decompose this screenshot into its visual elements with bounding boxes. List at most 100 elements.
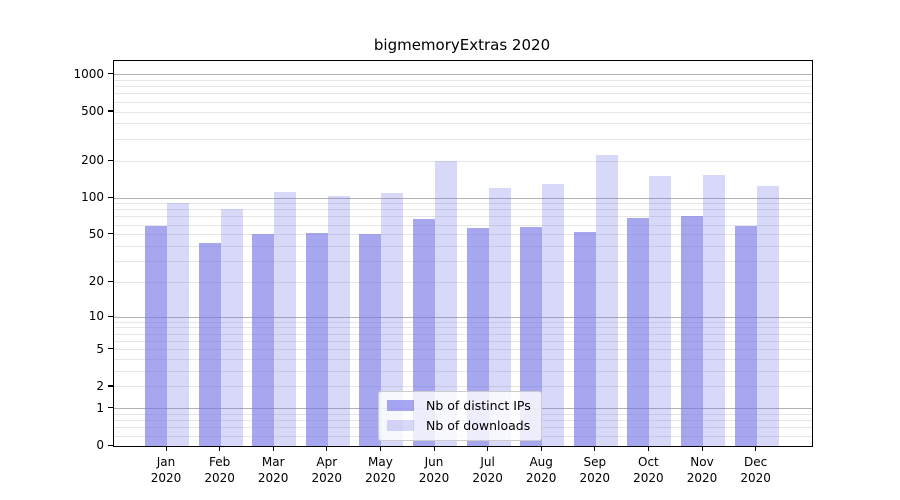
gridline (114, 333, 812, 335)
bar-downloads-sep (595, 155, 618, 446)
gridline (114, 160, 812, 162)
y-tick-mark (108, 280, 113, 283)
gridline (114, 349, 812, 351)
bar-downloads-oct (649, 176, 672, 446)
y-tick-label: 0 (96, 438, 104, 452)
gridline (114, 234, 812, 236)
x-tick-label: Feb 2020 (204, 455, 235, 485)
gridline (114, 327, 812, 329)
x-tick-label: Sep 2020 (579, 455, 611, 485)
y-tick-label: 5 (96, 341, 104, 356)
x-tick-label: Oct 2020 (633, 455, 664, 485)
gridline (114, 359, 812, 361)
plot-area (113, 60, 813, 447)
y-tick-label: 1000 (73, 66, 104, 81)
bar-downloads-apr (327, 195, 350, 446)
chart-title: bigmemoryExtras 2020 (373, 36, 551, 54)
y-tick-label: 10 (88, 309, 104, 324)
x-tick-label: Jul 2020 (472, 455, 503, 485)
bar-downloads-mar (274, 192, 297, 446)
y-tick-mark (108, 348, 113, 350)
gridline (114, 203, 812, 205)
x-tick-mark (219, 446, 221, 451)
gridline (114, 261, 812, 262)
legend-row: Nb of downloads (387, 418, 531, 433)
x-tick-label: May 2020 (365, 455, 396, 485)
y-tick-mark (108, 385, 113, 387)
y-tick-mark (108, 196, 113, 198)
gridline (114, 93, 812, 95)
bar-distinct-ips-nov (681, 216, 703, 446)
gridline (114, 209, 812, 211)
gridline (114, 321, 812, 323)
x-tick-mark (701, 446, 703, 451)
legend-row: Nb of distinct IPs (387, 398, 531, 413)
x-tick-label: Apr 2020 (311, 455, 343, 485)
gridline (114, 386, 812, 388)
x-tick-mark (326, 446, 328, 451)
x-tick-mark (755, 446, 757, 451)
x-tick-label: Dec 2020 (740, 455, 771, 485)
y-tick-label: 50 (88, 226, 104, 241)
bar-distinct-ips-jan (145, 226, 167, 446)
gridline (114, 86, 812, 88)
bar-distinct-ips-may (359, 233, 382, 446)
gridline (114, 138, 812, 140)
x-tick-mark (433, 446, 435, 451)
x-tick-label: Mar 2020 (257, 455, 289, 485)
y-tick-mark (108, 233, 113, 235)
bar-downloads-feb (220, 208, 243, 446)
y-tick-mark (108, 110, 113, 112)
legend-label: Nb of distinct IPs (426, 398, 531, 413)
y-tick-mark (108, 159, 113, 161)
x-tick-label: Jun 2020 (418, 455, 450, 485)
gridline (114, 245, 812, 247)
legend-swatch-distinct-ips (387, 400, 414, 411)
bar-downloads-jul (488, 187, 511, 446)
bar-downloads-nov (703, 175, 725, 446)
y-tick-label: 100 (81, 190, 104, 205)
gridline (114, 224, 812, 226)
bar-distinct-ips-feb (198, 242, 221, 446)
bar-distinct-ips-apr (305, 232, 328, 446)
y-tick-label: 500 (81, 103, 104, 118)
gridline (114, 74, 812, 76)
legend-swatch-downloads (387, 420, 414, 431)
x-tick-mark (165, 446, 167, 451)
gridline (114, 197, 812, 199)
bar-distinct-ips-mar (252, 233, 275, 446)
legend: Nb of distinct IPs Nb of downloads (378, 391, 542, 441)
y-tick-mark (108, 444, 113, 446)
x-tick-mark (379, 446, 382, 451)
x-tick-label: Jan 2020 (150, 455, 182, 485)
gridline (114, 340, 812, 342)
bar-downloads-aug (542, 183, 565, 446)
gridline (114, 316, 812, 318)
gridline (114, 101, 812, 103)
x-tick-label: Nov 2020 (686, 455, 718, 485)
gridline (114, 216, 812, 218)
x-tick-mark (487, 446, 489, 451)
bar-distinct-ips-sep (573, 231, 596, 446)
gridline (114, 79, 812, 81)
x-tick-mark (647, 446, 650, 451)
y-tick-label: 2 (96, 378, 104, 393)
bar-downloads-jun (435, 161, 457, 446)
bar-downloads-may (381, 193, 404, 446)
x-tick-mark (540, 446, 542, 451)
y-tick-label: 20 (88, 274, 104, 289)
y-tick-mark (108, 407, 113, 409)
bar-downloads-dec (756, 185, 779, 446)
x-tick-mark (594, 446, 596, 451)
y-tick-label: 1 (96, 400, 104, 415)
gridline (114, 111, 812, 113)
bar-distinct-ips-oct (627, 217, 650, 446)
y-tick-mark (108, 315, 113, 317)
bar-distinct-ips-dec (734, 226, 757, 446)
y-tick-mark (108, 73, 113, 75)
bar-downloads-jan (167, 203, 189, 446)
gridline (114, 281, 812, 283)
gridline (114, 123, 812, 125)
legend-label: Nb of downloads (426, 418, 531, 433)
